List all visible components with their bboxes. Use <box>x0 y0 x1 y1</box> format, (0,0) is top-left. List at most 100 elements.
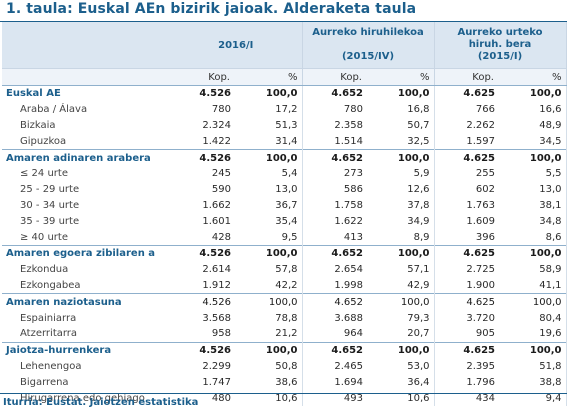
percent-cell: 10,6 <box>238 390 303 406</box>
count-cell: 1.601 <box>202 215 231 227</box>
percent-cell: 57,8 <box>238 261 303 278</box>
percent-cell: 34,9 <box>370 213 435 230</box>
group-row: Euskal AE 4.526 100,0 4.652 100,0 4.625 100,0 <box>2 85 567 102</box>
count-cell: 2.299 <box>202 360 231 372</box>
percent-cell: 50,7 <box>370 117 435 134</box>
row-label: Gipuzkoa <box>20 135 67 147</box>
table-row: 35 - 39 urte 1.601 35,4 1.622 34,9 1.609 34,8 <box>2 213 567 230</box>
row-label: Bigarrena <box>20 376 69 388</box>
count-cell: 4.526 <box>170 293 238 311</box>
count-cell: 1.747 <box>202 376 231 388</box>
percent-cell: 20,7 <box>370 325 435 343</box>
percent-cell: 42,2 <box>238 277 303 294</box>
table-row: Bigarrena 1.747 38,6 1.694 36,4 1.796 38,8 <box>2 374 567 391</box>
count-cell: 2.725 <box>466 264 495 276</box>
percent-cell: 21,2 <box>238 325 303 343</box>
header-empty-cell <box>2 22 170 69</box>
count-cell: 1.998 <box>334 279 363 291</box>
row-label: Hirugarrena edo gehiago <box>20 392 145 404</box>
row-label: ≥ 40 urte <box>20 231 68 243</box>
table-title: 1. taula: Euskal AEn bizirik jaioak. Ald… <box>6 1 417 17</box>
count-cell: 4.652 <box>302 149 370 166</box>
table-row: 25 - 29 urte 590 13,0 586 12,6 602 13,0 <box>2 181 567 198</box>
percent-cell: 9,4 <box>502 390 567 406</box>
subheader-empty <box>2 68 170 86</box>
percent-cell: 38,6 <box>238 374 303 391</box>
percent-cell: 37,8 <box>370 197 435 214</box>
row-label: Araba / Álava <box>20 104 88 116</box>
count-cell: 493 <box>343 392 363 404</box>
count-cell: 590 <box>211 184 231 196</box>
percent-cell: 10,6 <box>370 390 435 406</box>
table-row: ≤ 24 urte 245 5,4 273 5,9 255 5,5 <box>2 165 567 182</box>
count-cell: 2.262 <box>466 119 495 131</box>
count-cell: 273 <box>343 168 363 180</box>
percent-cell: 78,8 <box>238 310 303 326</box>
count-cell: 2.395 <box>466 360 495 372</box>
count-cell: 1.763 <box>466 199 495 211</box>
percent-cell: 53,0 <box>370 358 435 375</box>
percent-cell: 36,4 <box>370 374 435 391</box>
percent-cell: 100,0 <box>502 149 567 166</box>
row-label: Jaiotza-hurrenkera <box>2 341 170 359</box>
header-same-quarter-prev-year: Aurreko urteko hiruh. bera (2015/I) <box>434 22 567 69</box>
percent-cell: 100,0 <box>502 85 567 102</box>
table-row: Ezkondua 2.614 57,8 2.654 57,1 2.725 58,9 <box>2 261 567 278</box>
count-cell: 4.652 <box>302 341 370 359</box>
percent-cell: 36,7 <box>238 197 303 214</box>
row-label: Amaren adinaren arabera <box>2 149 170 166</box>
row-label: Ezkondua <box>20 264 69 276</box>
percent-cell: 19,6 <box>502 325 567 343</box>
percent-cell: 80,4 <box>502 310 567 326</box>
table-row: Lehenengoa 2.299 50,8 2.465 53,0 2.395 51,8 <box>2 358 567 375</box>
percent-cell: 16,8 <box>370 101 435 118</box>
group-row: Amaren naziotasuna 4.526 100,0 4.652 100,0 4.… <box>2 293 567 311</box>
count-cell: 1.514 <box>334 135 363 147</box>
title-rule <box>0 21 567 22</box>
percent-cell: 100,0 <box>238 293 303 311</box>
count-cell: 480 <box>211 392 231 404</box>
percent-cell: 100,0 <box>502 244 567 262</box>
percent-cell: 79,3 <box>370 310 435 326</box>
percent-cell: 100,0 <box>502 341 567 359</box>
count-cell: 245 <box>211 168 231 180</box>
header-previous-quarter-line2: (2015/IV) <box>341 51 395 62</box>
count-cell: 428 <box>211 231 231 243</box>
count-cell: 255 <box>475 168 495 180</box>
subheader-pct: % <box>238 68 303 86</box>
percent-cell: 5,9 <box>370 165 435 182</box>
count-cell: 413 <box>343 231 363 243</box>
table-row: Gipuzkoa 1.422 31,4 1.514 32,5 1.597 34,5 <box>2 133 567 150</box>
percent-cell: 17,2 <box>238 101 303 118</box>
count-cell: 1.422 <box>202 135 231 147</box>
count-cell: 2.654 <box>334 264 363 276</box>
subheader-kop: Kop. <box>302 68 370 86</box>
row-label: Espainiarra <box>20 312 77 324</box>
count-cell: 4.652 <box>302 293 370 311</box>
count-cell: 4.625 <box>434 341 502 359</box>
subheader-pct: % <box>502 68 567 86</box>
count-cell: 4.625 <box>463 88 495 100</box>
row-label: 30 - 34 urte <box>20 199 80 211</box>
percent-cell: 100,0 <box>238 244 303 262</box>
count-cell: 964 <box>343 328 363 340</box>
group-row: Jaiotza-hurrenkera 4.526 100,0 4.652 100,0 4.… <box>2 341 567 359</box>
row-label: Ezkongabea <box>20 279 81 291</box>
percent-cell: 100,0 <box>370 244 435 262</box>
header-same-quarter-line2: hiruh. bera <box>468 39 532 50</box>
count-cell: 3.688 <box>334 312 363 324</box>
count-cell: 766 <box>475 104 495 116</box>
count-cell: 1.694 <box>334 376 363 388</box>
count-cell: 4.526 <box>170 149 238 166</box>
table-row: Atzerritarra 958 21,2 964 20,7 905 19,6 <box>2 325 567 343</box>
header-2016-i: 2016/I <box>170 22 303 69</box>
percent-cell: 13,0 <box>502 181 567 198</box>
header-previous-quarter: Aurreko hiruhilekoa (2015/IV) <box>302 22 435 69</box>
row-label: Lehenengoa <box>20 360 82 372</box>
subheader-pct: % <box>370 68 435 86</box>
count-cell: 3.720 <box>466 312 495 324</box>
percent-cell: 100,0 <box>370 293 435 311</box>
percent-cell: 8,9 <box>370 229 435 246</box>
percent-cell: 58,9 <box>502 261 567 278</box>
row-label: Amaren naziotasuna <box>2 293 170 311</box>
